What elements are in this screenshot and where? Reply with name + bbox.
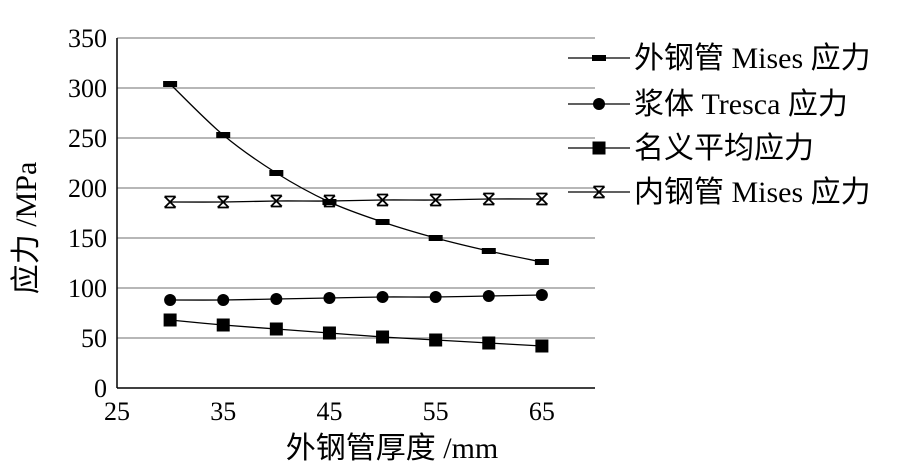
y-tick-label: 0 — [94, 374, 107, 403]
data-point-dash — [216, 132, 231, 138]
data-point-dash — [269, 170, 284, 176]
data-point-dash — [375, 219, 390, 225]
legend-marker-circle — [593, 98, 605, 110]
legend-label: 内钢管 Mises 应力 — [634, 176, 871, 209]
y-tick-label: 150 — [68, 224, 107, 253]
y-tick-label: 300 — [68, 74, 107, 103]
data-point-dash — [428, 235, 443, 241]
data-point-square — [163, 313, 177, 327]
y-tick-label: 100 — [68, 274, 107, 303]
legend-item: 浆体 Tresca 应力 — [568, 88, 848, 121]
data-point-circle — [429, 291, 442, 303]
x-tick-label: 45 — [316, 397, 342, 426]
series-layer — [163, 81, 549, 353]
legend-item: 内钢管 Mises 应力 — [568, 176, 871, 209]
x-axis-title: 外钢管厚度 /mm — [286, 432, 499, 465]
series-2 — [164, 289, 548, 306]
y-tick-labels: 0 50 100 150 200 250 300 350 — [68, 24, 107, 403]
series-line — [170, 198, 542, 203]
data-point-star — [217, 195, 230, 209]
data-point-square — [216, 318, 230, 332]
series-3 — [163, 313, 549, 353]
legend-marker-square — [592, 141, 606, 155]
series-4 — [163, 192, 549, 209]
x-tick-label: 25 — [104, 397, 130, 426]
y-tick-label: 350 — [68, 24, 107, 53]
data-point-square — [429, 333, 443, 347]
legend-label: 浆体 Tresca 应力 — [634, 88, 848, 121]
data-point-star — [270, 194, 283, 208]
data-point-circle — [323, 292, 336, 304]
legend-label: 外钢管 Mises 应力 — [634, 42, 871, 75]
legend-item: 外钢管 Mises 应力 — [568, 42, 871, 75]
legend-item: 名义平均应力 — [568, 132, 814, 165]
legend-marker-star — [592, 185, 606, 199]
data-point-star — [535, 192, 549, 206]
data-point-circle — [376, 291, 389, 303]
data-point-dash — [534, 259, 549, 265]
legend-marker-dash — [592, 55, 606, 61]
data-point-star — [163, 195, 177, 209]
x-tick-label: 65 — [529, 397, 555, 426]
axes — [116, 38, 595, 389]
data-point-star — [376, 193, 389, 207]
gridlines — [117, 37, 595, 339]
data-point-square — [322, 326, 336, 340]
legend-label: 名义平均应力 — [634, 132, 814, 165]
data-point-square — [376, 330, 390, 344]
data-point-circle — [270, 293, 283, 305]
data-point-circle — [164, 294, 177, 306]
x-tick-label: 55 — [423, 397, 449, 426]
data-point-circle — [217, 294, 230, 306]
series-line — [169, 83, 543, 263]
data-point-square — [269, 322, 283, 336]
data-point-square — [535, 339, 549, 353]
x-tick-label: 35 — [210, 397, 236, 426]
x-tick-labels: 25 35 45 55 65 — [104, 397, 555, 426]
data-point-square — [482, 336, 496, 350]
data-point-star — [429, 193, 442, 207]
data-point-dash — [481, 248, 496, 254]
data-point-dash — [163, 81, 178, 87]
data-point-circle — [482, 290, 495, 302]
y-tick-label: 250 — [68, 124, 107, 153]
data-point-star — [323, 194, 336, 208]
y-tick-label: 50 — [81, 324, 107, 353]
y-axis-title: 应力 /MPa — [10, 162, 43, 295]
y-tick-label: 200 — [68, 174, 107, 203]
data-point-circle — [535, 289, 548, 301]
data-point-star — [482, 192, 495, 206]
